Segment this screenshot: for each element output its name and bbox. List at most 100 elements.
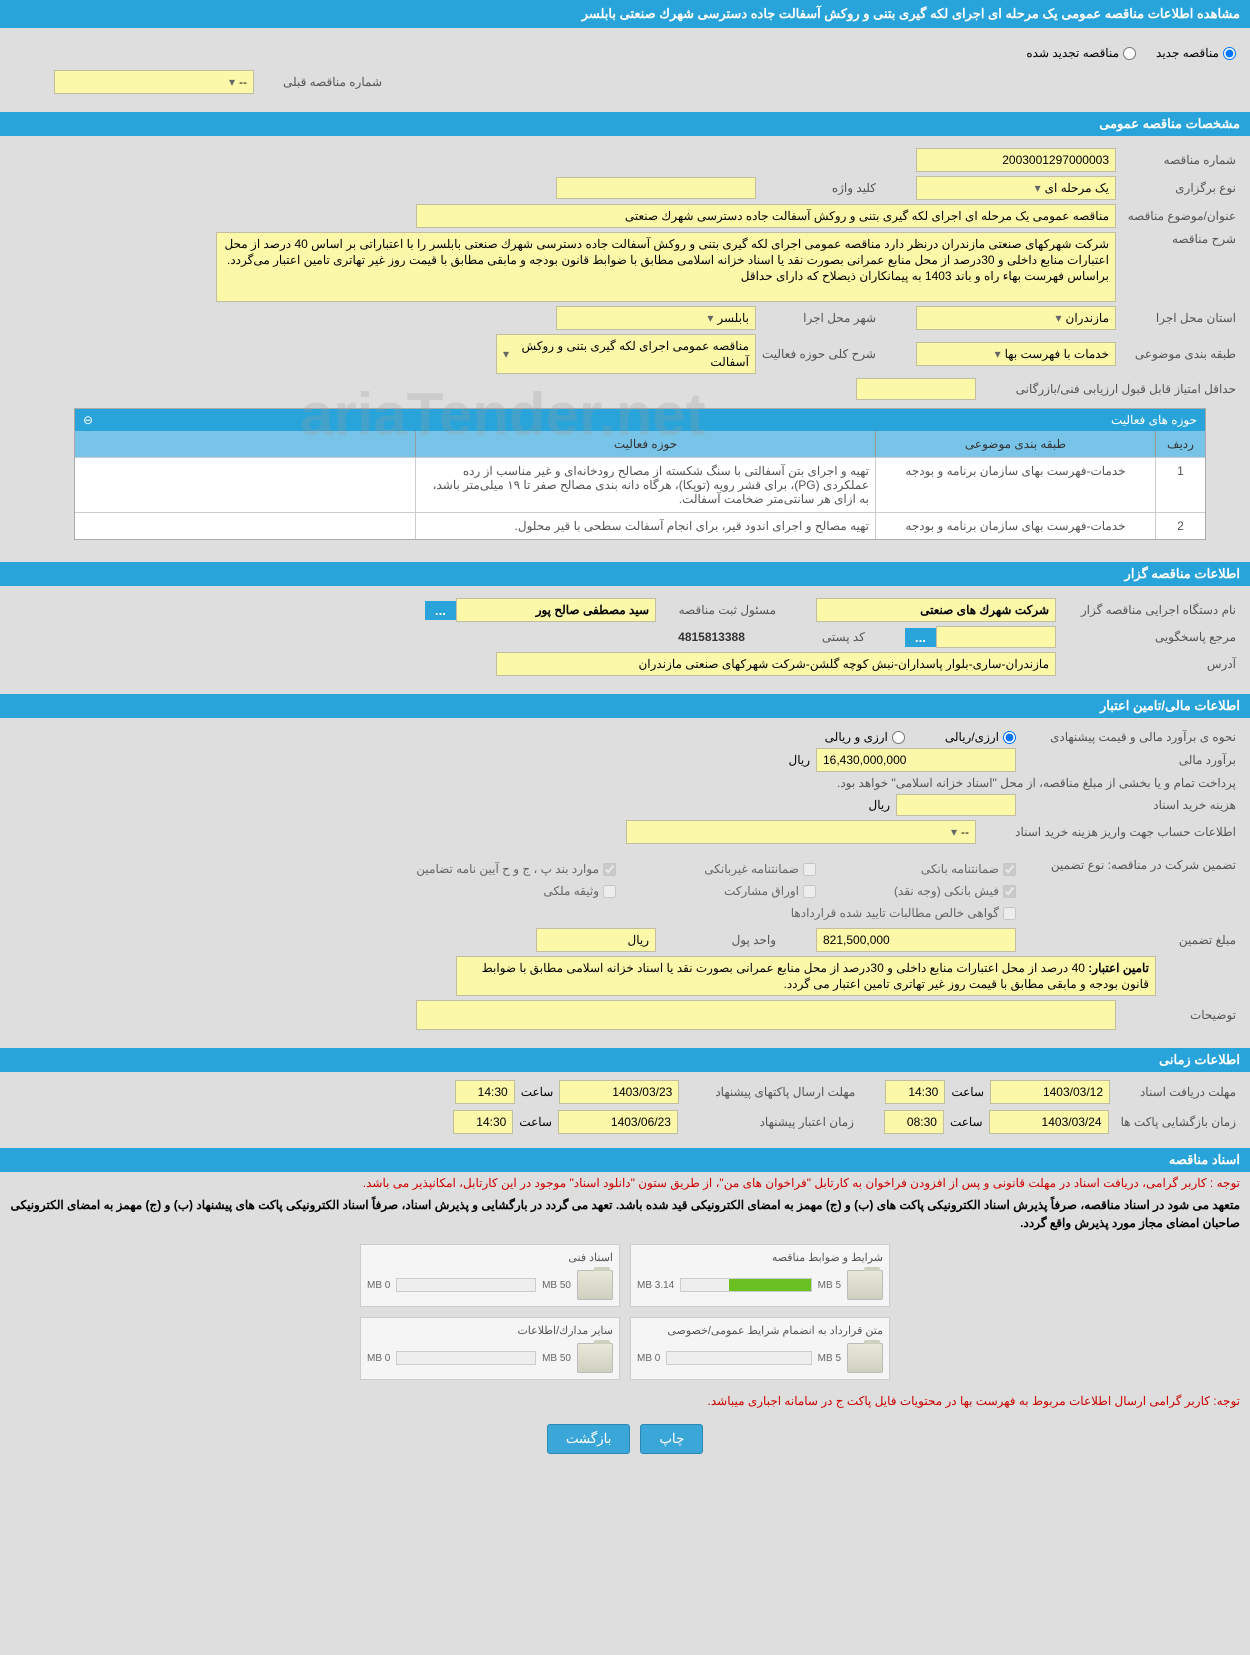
send-time: 14:30 <box>455 1080 515 1104</box>
notes-label: توضیحات <box>1116 1008 1236 1022</box>
folder-icon <box>847 1270 883 1300</box>
type-select[interactable]: یک مرحله ای <box>916 176 1116 200</box>
postal-value: 4815813388 <box>678 630 745 644</box>
province-select[interactable]: مازندران <box>916 306 1116 330</box>
radio-new[interactable]: مناقصه جدید <box>1156 46 1236 60</box>
type-label: نوع برگزاری <box>1116 181 1236 195</box>
addr-field: مازندران-ساری-بلوار پاسداران-نبش کوچه گل… <box>496 652 1056 676</box>
ck-letter[interactable]: موارد بند پ ، ج و ح آیین نامه تضامین <box>396 862 616 876</box>
page-title: مشاهده اطلاعات مناقصه عمومی یک مرحله ای … <box>0 0 1250 28</box>
reg-lookup-button[interactable]: ... <box>425 601 456 620</box>
opt2-label: ارزی و ریالی <box>825 730 888 744</box>
method-label: نحوه ی برآورد مالی و قیمت پیشنهادی <box>1016 730 1236 744</box>
province-label: استان محل اجرا <box>1116 311 1236 325</box>
unitlabel: واحد پول <box>656 933 776 947</box>
progress-bar <box>680 1278 811 1292</box>
send-label: مهلت ارسال پاکتهای پیشنهاد <box>685 1085 855 1099</box>
radio-renewed[interactable]: مناقصه تجدید شده <box>1026 46 1136 60</box>
pay-note: پرداخت تمام و یا بخشی از مبلغ مناقصه، از… <box>837 776 1236 790</box>
unit-label: ریال <box>782 753 816 767</box>
resp-field[interactable] <box>936 626 1056 648</box>
prev-tender-select[interactable]: -- <box>54 70 254 94</box>
clock-label: ساعت <box>950 1115 983 1129</box>
cell: خدمات-فهرست بهای سازمان برنامه و بودجه <box>875 458 1155 512</box>
doc-title: متن قرارداد به انضمام شرایط عمومی/خصوصی <box>637 1324 883 1337</box>
acct-label: اطلاعات حساب جهت واریز هزینه خرید اسناد <box>976 825 1236 839</box>
doc-title: اسناد فنی <box>367 1251 613 1264</box>
ck-bonds[interactable]: اوراق مشارکت <box>636 884 816 898</box>
amount-field: 821,500,000 <box>816 928 1016 952</box>
unit-field: ریال <box>536 928 656 952</box>
minscore-label: حداقل امتیاز قابل قبول ارزیابی فنی/بازرگ… <box>976 382 1236 396</box>
max-size: 5 MB <box>818 1280 841 1291</box>
folder-icon <box>847 1343 883 1373</box>
resp-label: مرجع پاسخگویی <box>1056 630 1236 644</box>
radio-rial[interactable]: ارزی/ریالی <box>945 730 1016 744</box>
grid-collapse-icon[interactable]: ⊖ <box>83 413 93 427</box>
resp-lookup-button[interactable]: ... <box>905 628 936 647</box>
table-row: 2 خدمات-فهرست بهای سازمان برنامه و بودجه… <box>75 512 1205 539</box>
cat-select[interactable]: خدمات با فهرست بها <box>916 342 1116 366</box>
desc-field: شرکت شهرکهای صنعتی مازندران درنظر دارد م… <box>216 232 1116 302</box>
ck-nonbank-guar[interactable]: ضمانتنامه غیربانکی <box>636 862 816 876</box>
doc-box[interactable]: شرایط و ضوابط مناقصه5 MB3.14 MB <box>630 1244 890 1307</box>
cell: 1 <box>1155 458 1205 512</box>
open-date: 1403/03/24 <box>989 1110 1109 1134</box>
used-size: 0 MB <box>367 1353 390 1364</box>
scope-select[interactable]: مناقصه عمومی اجرای لکه گیری بتنی و روکش … <box>496 334 756 374</box>
print-button[interactable]: چاپ <box>640 1424 703 1454</box>
keyword-field[interactable] <box>556 177 756 199</box>
scopes-grid: حوزه های فعالیت ⊖ ردیف طبقه بندی موضوعی … <box>74 408 1206 540</box>
section-general: مشخصات مناقصه عمومی <box>0 112 1250 136</box>
receive-time: 14:30 <box>885 1080 945 1104</box>
desc-label: شرح مناقصه <box>1116 232 1236 246</box>
doc-title: سایر مدارك/اطلاعات <box>367 1324 613 1337</box>
buy-field[interactable] <box>896 794 1016 816</box>
ck-cash[interactable]: فیش بانکی (وجه نقد) <box>836 884 1016 898</box>
receive-date: 1403/03/12 <box>990 1080 1110 1104</box>
ck-label: ضمانتنامه بانکی <box>921 862 999 876</box>
credit-value: 40 درصد از محل اعتبارات منابع داخلی و 30… <box>482 961 1149 991</box>
open-time: 08:30 <box>884 1110 944 1134</box>
amount-label: مبلغ تضمین <box>1016 933 1236 947</box>
ck-receivables[interactable]: گواهی خالص مطالبات تایید شده قراردادها <box>636 906 1016 920</box>
minscore-field[interactable] <box>856 378 976 400</box>
ck-property[interactable]: وثیقه ملکی <box>396 884 616 898</box>
col-num: ردیف <box>1155 431 1205 457</box>
guarantee-label: تضمین شرکت در مناقصه: نوع تضمین <box>1016 858 1236 872</box>
keyword-label: کلید واژه <box>756 181 876 195</box>
credit-label: تامین اعتبار: <box>1088 961 1149 975</box>
doc-box[interactable]: متن قرارداد به انضمام شرایط عمومی/خصوصی 5… <box>630 1317 890 1380</box>
open-label: زمان بازگشایی پاکت ها <box>1115 1115 1236 1129</box>
clock-label: ساعت <box>519 1115 552 1129</box>
cell: 2 <box>1155 513 1205 539</box>
cell: تهیه مصالح و اجرای اندود قیر، برای انجام… <box>415 513 875 539</box>
ck-label: موارد بند پ ، ج و ح آیین نامه تضامین <box>416 862 599 876</box>
col-cat: طبقه بندی موضوعی <box>875 431 1155 457</box>
section-holder: اطلاعات مناقصه گزار <box>0 562 1250 586</box>
ck-bank-guar[interactable]: ضمانتنامه بانکی <box>836 862 1016 876</box>
used-size: 3.14 MB <box>637 1280 674 1291</box>
scope-label: شرح کلی حوزه فعالیت <box>756 347 876 361</box>
postal-label: کد پستی <box>745 630 865 644</box>
opt1-label: ارزی/ریالی <box>945 730 999 744</box>
city-select[interactable]: بابلسر <box>556 306 756 330</box>
used-size: 0 MB <box>367 1280 390 1291</box>
buy-label: هزینه خرید اسناد <box>1016 798 1236 812</box>
notes-field[interactable] <box>416 1000 1116 1030</box>
doc-box[interactable]: اسناد فنی50 MB0 MB <box>360 1244 620 1307</box>
radio-mixed[interactable]: ارزی و ریالی <box>825 730 905 744</box>
credit-field: تامین اعتبار: 40 درصد از محل اعتبارات من… <box>456 956 1156 996</box>
valid-time: 14:30 <box>453 1110 513 1134</box>
max-size: 5 MB <box>818 1353 841 1364</box>
table-row: 1 خدمات-فهرست بهای سازمان برنامه و بودجه… <box>75 457 1205 512</box>
acct-select[interactable]: -- <box>626 820 976 844</box>
doc-box[interactable]: سایر مدارك/اطلاعات 50 MB 0 MB <box>360 1317 620 1380</box>
section-finance: اطلاعات مالی/تامین اعتبار <box>0 694 1250 718</box>
cat-label: طبقه بندی موضوعی <box>1116 347 1236 361</box>
docs-note1: توجه : کاربر گرامی، دریافت اسناد در مهلت… <box>0 1172 1250 1194</box>
ck-label: گواهی خالص مطالبات تایید شده قراردادها <box>791 906 999 920</box>
back-button[interactable]: بازگشت <box>547 1424 631 1454</box>
section-docs: اسناد مناقصه <box>0 1148 1250 1172</box>
max-size: 50 MB <box>542 1353 571 1364</box>
